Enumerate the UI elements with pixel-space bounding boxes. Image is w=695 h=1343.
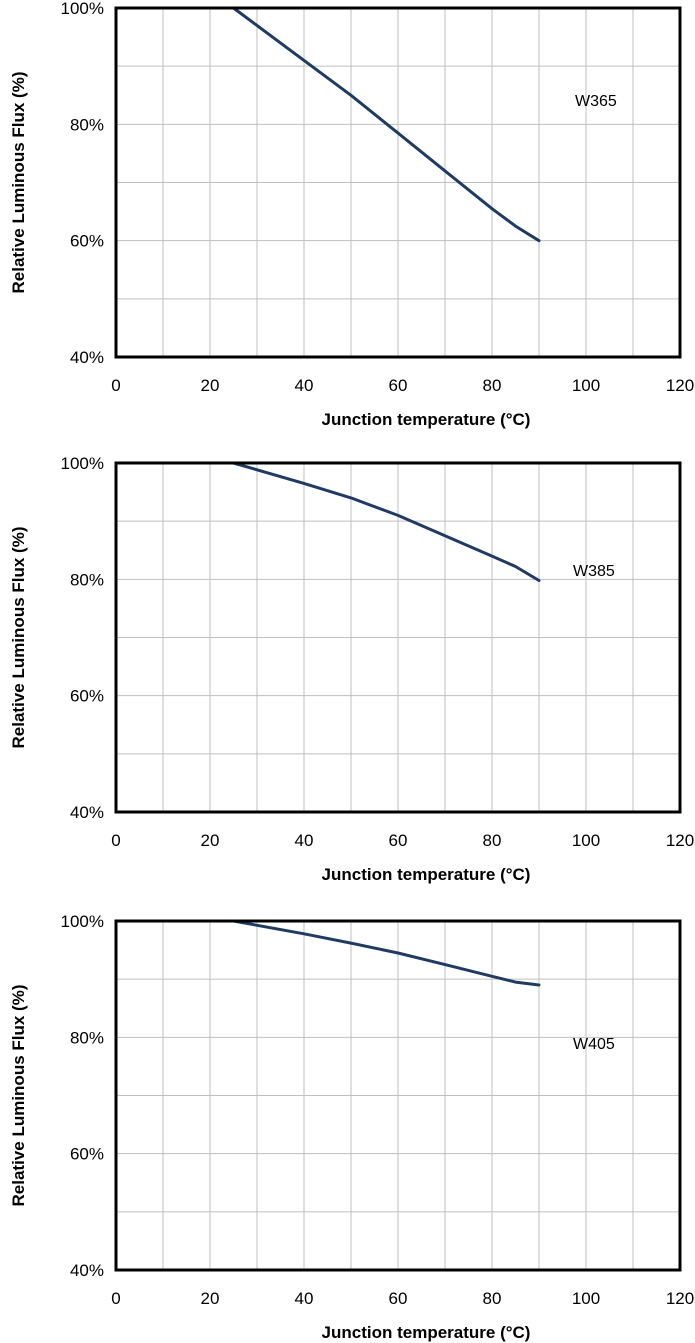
y-axis-title: Relative Luminous Flux (%) bbox=[9, 527, 28, 749]
x-tick-label: 80 bbox=[483, 376, 502, 395]
x-axis-title: Junction temperature (°C) bbox=[322, 865, 531, 884]
x-axis-title: Junction temperature (°C) bbox=[322, 410, 531, 429]
x-tick-label: 100 bbox=[572, 1289, 600, 1308]
y-tick-label: 100% bbox=[61, 0, 104, 18]
y-tick-label: 80% bbox=[70, 1028, 104, 1047]
x-tick-label: 120 bbox=[666, 831, 694, 850]
y-tick-label: 60% bbox=[70, 232, 104, 251]
x-tick-label: 60 bbox=[389, 376, 408, 395]
y-axis-title: Relative Luminous Flux (%) bbox=[9, 72, 28, 294]
series-line bbox=[232, 461, 541, 582]
x-tick-label: 20 bbox=[201, 831, 220, 850]
chart-panel-3: W405 40% 60% 80% 100% 0 20 40 60 80 100 120 Junction… bbox=[9, 912, 694, 1342]
y-tick-label: 40% bbox=[70, 803, 104, 822]
series-label: W385 bbox=[573, 563, 615, 580]
y-tick-label: 100% bbox=[61, 454, 104, 473]
x-tick-label: 40 bbox=[295, 831, 314, 850]
x-tick-label: 100 bbox=[572, 376, 600, 395]
x-axis-title: Junction temperature (°C) bbox=[322, 1323, 531, 1342]
x-tick-label: 40 bbox=[295, 1289, 314, 1308]
plot-frame bbox=[114, 919, 682, 1272]
x-tick-label: 0 bbox=[111, 1289, 120, 1308]
y-tick-label: 40% bbox=[70, 348, 104, 367]
chart-panel-2: W385 40% 60% 80% 100% 0 20 40 60 80 100 120 Junction… bbox=[9, 454, 694, 884]
series-label: W365 bbox=[575, 93, 617, 110]
plot-frame bbox=[114, 6, 682, 359]
x-tick-label: 0 bbox=[111, 376, 120, 395]
x-tick-label: 80 bbox=[483, 1289, 502, 1308]
chart-panel-1: W365 40% 60% 80% 100% 0 20 40 60 80 100 120 Junction… bbox=[9, 0, 694, 429]
y-tick-label: 100% bbox=[61, 912, 104, 931]
x-tick-label: 120 bbox=[666, 376, 694, 395]
series-label: W405 bbox=[573, 1036, 615, 1053]
series-line bbox=[232, 6, 541, 243]
y-tick-label: 40% bbox=[70, 1261, 104, 1280]
x-tick-label: 60 bbox=[389, 1289, 408, 1308]
x-tick-label: 0 bbox=[111, 831, 120, 850]
y-tick-label: 60% bbox=[70, 1145, 104, 1164]
y-tick-label: 60% bbox=[70, 687, 104, 706]
y-axis-title: Relative Luminous Flux (%) bbox=[9, 985, 28, 1207]
x-tick-label: 20 bbox=[201, 1289, 220, 1308]
plot-frame bbox=[114, 461, 682, 814]
x-tick-label: 20 bbox=[201, 376, 220, 395]
y-tick-label: 80% bbox=[70, 570, 104, 589]
x-tick-label: 120 bbox=[666, 1289, 694, 1308]
series-line bbox=[232, 919, 541, 987]
x-tick-label: 40 bbox=[295, 376, 314, 395]
y-tick-label: 80% bbox=[70, 115, 104, 134]
x-tick-label: 80 bbox=[483, 831, 502, 850]
x-tick-label: 60 bbox=[389, 831, 408, 850]
x-tick-label: 100 bbox=[572, 831, 600, 850]
